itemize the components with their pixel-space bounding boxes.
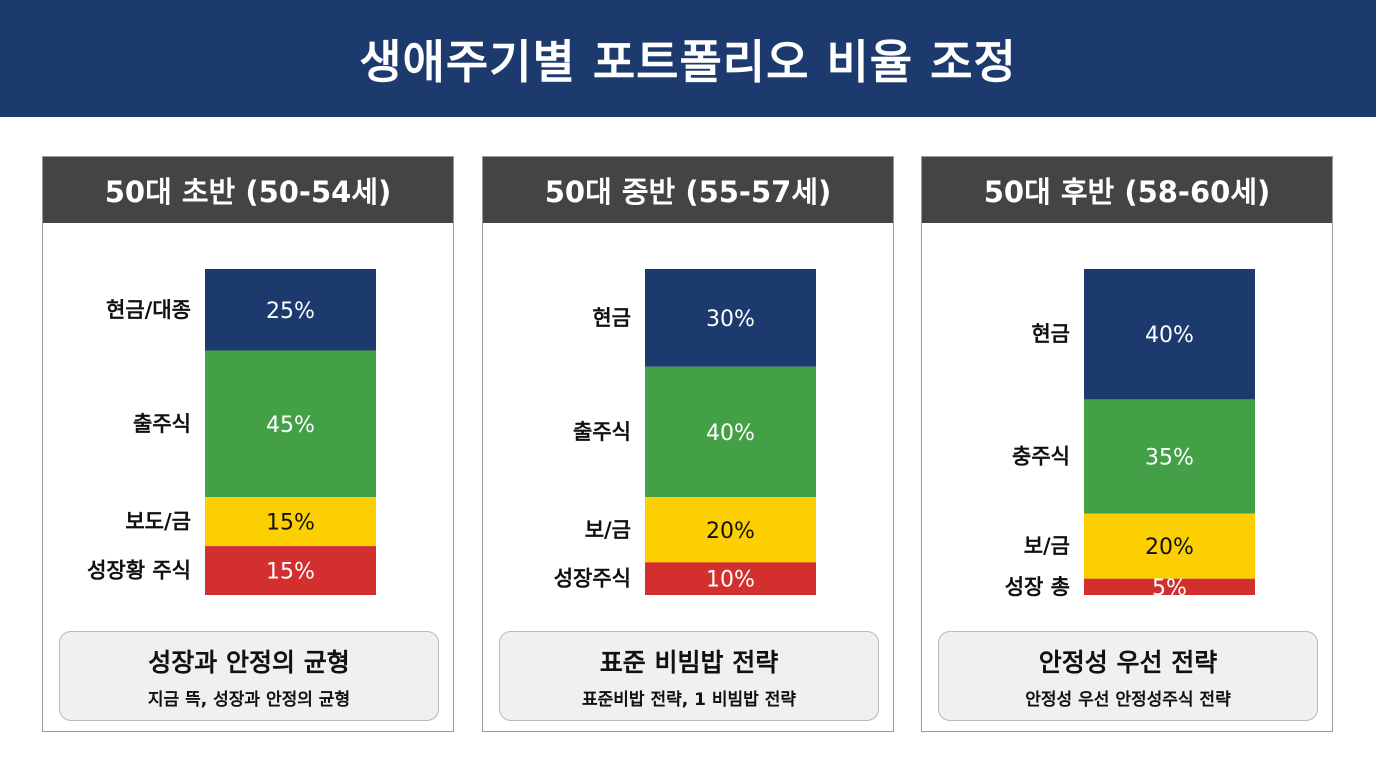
category-label: 성장 총 [1005, 575, 1070, 599]
category-label: 충주식 [1012, 444, 1070, 468]
category-label: 성장황 주식 [87, 559, 191, 583]
strategy-title: 성장과 안정의 균형 [148, 647, 350, 677]
strategy-title: 표준 비빔밥 전략 [599, 647, 779, 677]
category-label: 현금 [1031, 322, 1070, 346]
strategy-box: 안정성 우선 전략 안정성 우선 안정성주식 전략 [938, 631, 1318, 721]
segment-value-label: 30% [706, 307, 755, 332]
bar-segment [1084, 399, 1255, 514]
strategy-subtitle: 지금 뜩, 성장과 안정의 균형 [147, 689, 351, 710]
category-label: 출주식 [573, 420, 631, 444]
bar-segment [205, 497, 376, 547]
page-title: 생애주기별 포트폴리오 비율 조정 [359, 34, 1017, 89]
header-banner: 생애주기별 포트폴리오 비율 조정 [0, 0, 1376, 117]
bar-segment [645, 366, 816, 498]
bar-segment [205, 269, 376, 351]
segment-value-label: 35% [1145, 445, 1194, 470]
bar-segment [205, 350, 376, 498]
segment-value-label: 15% [266, 511, 315, 536]
segment-value-label: 20% [1145, 535, 1194, 560]
category-label: 성장주식 [554, 567, 631, 591]
strategy-subtitle: 안정성 우선 안정성주식 전략 [1025, 689, 1231, 710]
category-label: 보/금 [1024, 534, 1070, 558]
category-label: 출주식 [133, 412, 191, 436]
segment-value-label: 10% [706, 568, 755, 593]
bar-segment [645, 562, 816, 595]
bar-segment [1084, 513, 1255, 579]
bar-segment [645, 497, 816, 563]
bar-segment [1084, 269, 1255, 400]
stacked-bar-chart: 30% 현금 40% 출주식 20% 보/금 10% 성장주식 [554, 269, 816, 595]
stacked-bar-chart: 40% 현금 35% 충주식 20% 보/금 5% 성장 총 [1005, 269, 1255, 601]
stacked-bar-chart: 25% 현금/대종 45% 출주식 15% 보도/금 15% 성장황 주식 [87, 269, 376, 595]
bar-segment [205, 546, 376, 595]
bar-segment [1084, 578, 1255, 595]
bar-segment [645, 269, 816, 367]
strategy-title: 안정성 우선 전략 [1038, 647, 1218, 677]
segment-value-label: 5% [1152, 576, 1187, 601]
category-label: 보/금 [585, 518, 631, 542]
category-label: 보도/금 [125, 510, 191, 534]
category-label: 현금/대종 [106, 298, 191, 322]
category-label: 현금 [592, 306, 631, 330]
strategy-subtitle: 표준비밥 전략, 1 비빔밥 전략 [581, 689, 796, 710]
panel-early-50s: 50대 초반 (50-54세) 25% 현금/대종 45% 출주식 15% 보도/금 15%… [42, 156, 454, 732]
segment-value-label: 25% [266, 299, 315, 324]
panel-title: 50대 초반 (50-54세) [43, 157, 453, 223]
panel-mid-50s: 50대 중반 (55-57세) 30% 현금 40% 출주식 20% 보/금 10% 성장주식… [482, 156, 894, 732]
strategy-box: 표준 비빔밥 전략 표준비밥 전략, 1 비빔밥 전략 [499, 631, 879, 721]
strategy-box: 성장과 안정의 균형 지금 뜩, 성장과 안정의 균형 [59, 631, 439, 721]
segment-value-label: 45% [266, 413, 315, 438]
panel-title: 50대 후반 (58-60세) [922, 157, 1332, 223]
segment-value-label: 20% [706, 519, 755, 544]
panel-title: 50대 중반 (55-57세) [483, 157, 893, 223]
segment-value-label: 40% [1145, 323, 1194, 348]
panel-late-50s: 50대 후반 (58-60세) 40% 현금 35% 충주식 20% 보/금 5% 성장 총 … [921, 156, 1333, 732]
segment-value-label: 15% [266, 560, 315, 585]
segment-value-label: 40% [706, 421, 755, 446]
